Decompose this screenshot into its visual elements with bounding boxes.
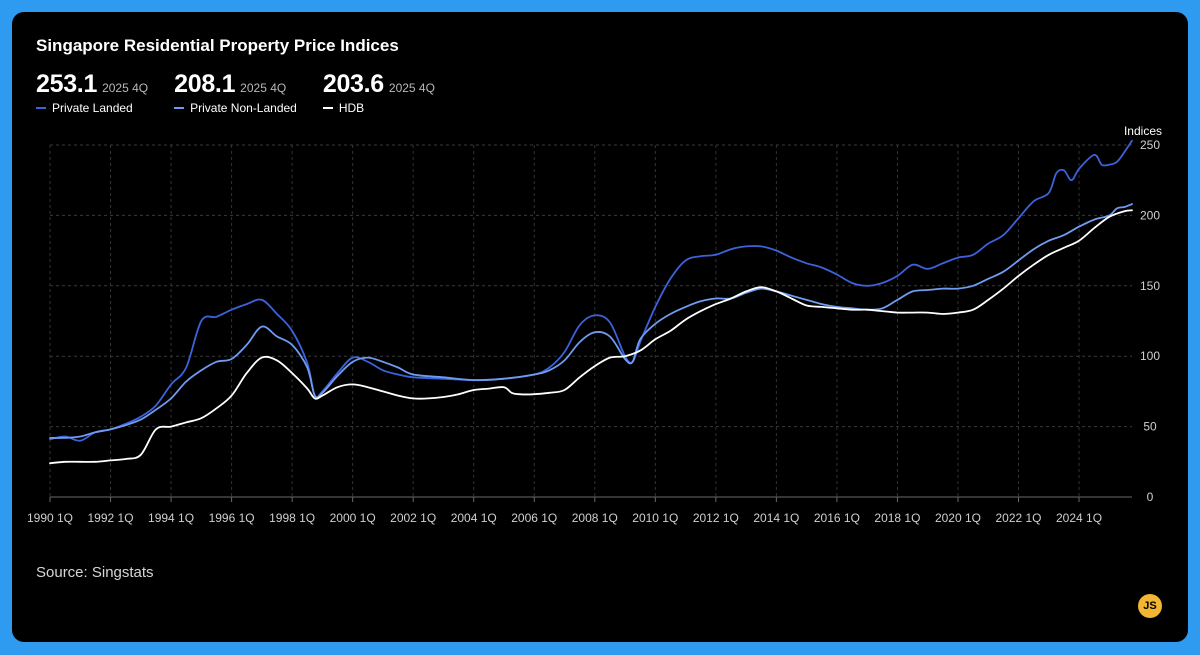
legend-swatch: [322, 107, 333, 109]
x-axis-tick-label: 2014 1Q: [753, 511, 799, 525]
legend-item-private-non-landed[interactable]: Private Non-Landed: [174, 101, 297, 115]
legend-item-private-landed[interactable]: Private Landed: [36, 101, 148, 115]
stat-period: 2025 4Q: [388, 81, 435, 95]
x-axis-tick-label: 1998 1Q: [269, 511, 315, 525]
y-axis-tick-label: 0: [1147, 490, 1154, 504]
x-axis-tick-label: 1992 1Q: [88, 511, 134, 525]
x-axis-tick-label: 2018 1Q: [874, 511, 920, 525]
y-axis-tick-label: 200: [1140, 208, 1160, 222]
stat-hdb: 203.6 2025 4Q HDB: [322, 70, 435, 115]
y-axis-title: Indices: [1124, 124, 1162, 138]
x-axis-tick-label: 2022 1Q: [995, 511, 1041, 525]
x-axis-tick-label: 2020 1Q: [935, 511, 981, 525]
y-axis-tick-label: 150: [1140, 279, 1160, 293]
legend-label: HDB: [338, 101, 365, 115]
series-line-hdb[interactable]: [49, 209, 1133, 465]
x-axis-tick-label: 1990 1Q: [27, 511, 73, 525]
x-axis-tick-label: 2012 1Q: [693, 511, 739, 525]
x-axis-tick-label: 2002 1Q: [390, 511, 436, 525]
x-axis-tick-label: 2008 1Q: [572, 511, 618, 525]
stats-row: 253.1 2025 4Q Private Landed 208.1 2025 …: [36, 70, 461, 115]
stat-value: 203.6: [322, 70, 384, 98]
chart-title: Singapore Residential Property Price Ind…: [36, 36, 399, 55]
legend-item-hdb[interactable]: HDB: [322, 101, 435, 115]
legend-label: Private Landed: [52, 101, 133, 115]
stat-private-non-landed: 208.1 2025 4Q Private Non-Landed: [174, 70, 297, 115]
series-line-private-non-landed[interactable]: [49, 203, 1133, 439]
x-axis-tick-label: 2010 1Q: [632, 511, 678, 525]
x-axis-tick-label: 2016 1Q: [814, 511, 860, 525]
series-line-private-landed[interactable]: [49, 139, 1133, 442]
x-axis-tick-label: 2004 1Q: [451, 511, 497, 525]
stat-value: 253.1: [36, 70, 98, 98]
legend-label: Private Non-Landed: [190, 101, 297, 115]
y-axis-tick-label: 250: [1140, 138, 1160, 152]
y-axis-tick-label: 100: [1140, 349, 1160, 363]
stat-value: 208.1: [174, 70, 236, 98]
js-logo: JS: [1138, 594, 1162, 618]
legend-swatch: [36, 107, 46, 109]
line-chart: 1990 1Q 1992 1Q 1994 1Q 1996 1Q 1998 1Q 2000 …: [27, 124, 1162, 525]
stat-period: 2025 4Q: [240, 81, 287, 95]
legend-swatch: [174, 107, 185, 109]
chart-card: Singapore Residential Property Price Ind…: [12, 12, 1188, 642]
x-axis-tick-label: 1996 1Q: [209, 511, 255, 525]
x-axis-tick-label: 2000 1Q: [330, 511, 376, 525]
stat-period: 2025 4Q: [102, 81, 149, 95]
x-axis-tick-label: 2006 1Q: [511, 511, 557, 525]
stat-private-landed: 253.1 2025 4Q Private Landed: [36, 70, 148, 115]
x-axis-tick-label: 1994 1Q: [148, 511, 194, 525]
source-note: Source: Singstats: [36, 564, 154, 581]
x-axis-tick-label: 2024 1Q: [1056, 511, 1102, 525]
y-axis-tick-label: 50: [1143, 420, 1157, 434]
